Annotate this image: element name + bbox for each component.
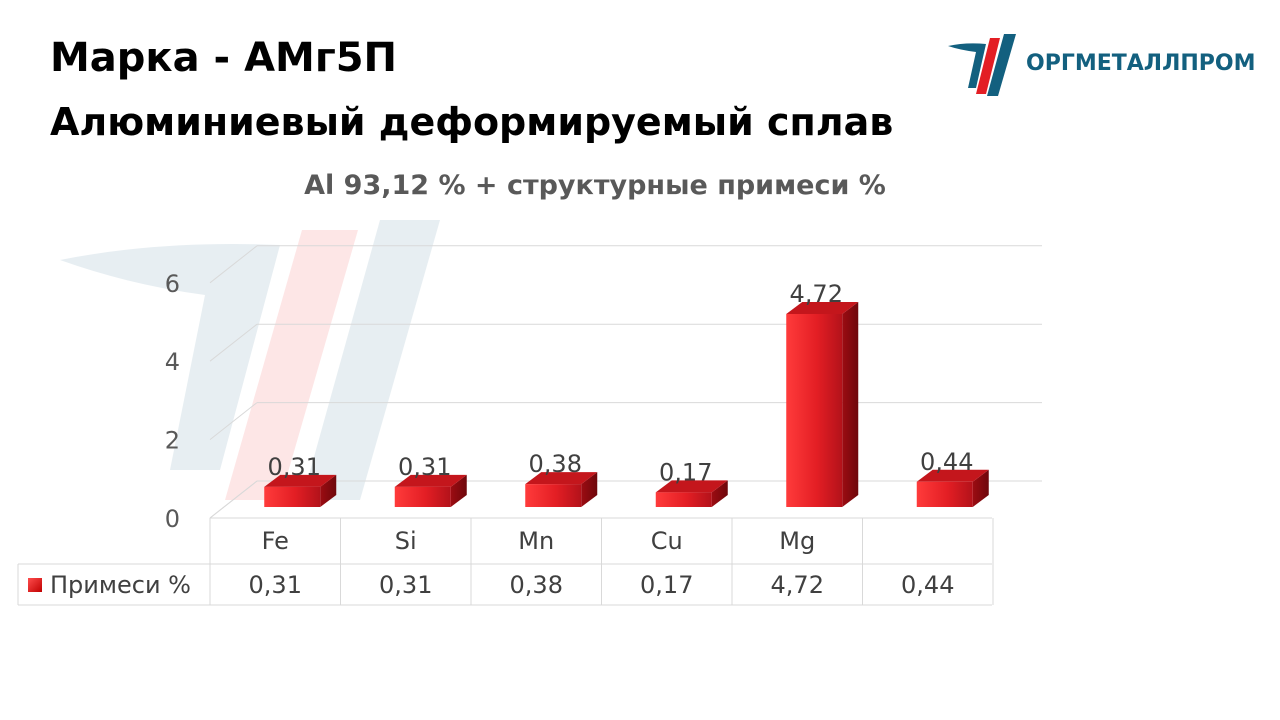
legend-entry: Примеси %	[18, 564, 210, 605]
data-label: 0,38	[529, 450, 582, 478]
y-tick-label: 0	[165, 505, 180, 533]
bar-front	[264, 486, 321, 507]
bar-unnamed	[916, 469, 989, 507]
bar-Cu	[655, 480, 728, 507]
x-tick-label	[863, 518, 994, 564]
table-cell: 0,31	[379, 570, 433, 599]
bar-Si	[394, 474, 467, 507]
bar-side	[842, 301, 859, 507]
table-cell: 0,44	[901, 570, 955, 599]
y-tick-label: 2	[165, 427, 180, 455]
y-tick-label: 4	[165, 348, 180, 376]
bar-front	[394, 486, 451, 507]
legend-label: Примеси %	[50, 570, 191, 599]
bar-top	[916, 469, 989, 482]
x-tick-label: Fe	[261, 527, 289, 555]
bar-front	[786, 313, 843, 507]
page-title: Марка - АМг5П	[50, 36, 397, 80]
data-label: 4,72	[790, 280, 843, 308]
bar-Mg	[786, 301, 859, 507]
legend-swatch	[28, 577, 42, 592]
x-tick-label: Si	[394, 527, 417, 555]
x-tick-label: Mg	[779, 527, 816, 555]
bar-top	[394, 474, 467, 487]
page-subtitle: Алюминиевый деформируемый сплав	[50, 100, 894, 144]
floor-edge	[209, 480, 258, 519]
bar-Mn	[525, 472, 598, 507]
company-logo: ОРГМЕТАЛЛПРОМ	[946, 32, 1266, 98]
table-cell: 0,31	[248, 570, 302, 599]
bar-top	[655, 480, 728, 493]
bar-side	[320, 474, 337, 507]
gridline-3-diag	[209, 245, 258, 284]
bar-side	[450, 474, 467, 507]
bar-side	[711, 480, 728, 507]
y-tick-label: 6	[165, 270, 180, 298]
bar-top	[525, 472, 598, 485]
logo-watermark	[60, 220, 440, 500]
x-tick-label: Cu	[650, 527, 683, 555]
data-label: 0,44	[920, 448, 973, 476]
bar-side	[972, 469, 989, 507]
title-grade: АМг5П	[244, 35, 398, 81]
logo-mark-icon	[948, 34, 1016, 96]
title-prefix: Марка	[50, 35, 200, 81]
logo-text: ОРГМЕТАЛЛПРОМ	[1026, 51, 1256, 76]
bar-side	[581, 472, 598, 507]
bar-Fe	[264, 474, 337, 507]
data-label: 0,31	[268, 453, 321, 481]
gridline-2-diag	[209, 323, 258, 362]
table-cell: 4,72	[770, 570, 824, 599]
x-tick-label: Mn	[518, 527, 555, 555]
table-cell: 0,17	[640, 570, 694, 599]
bar-front	[525, 484, 582, 507]
data-label: 0,17	[659, 458, 712, 486]
bar-top	[786, 301, 859, 314]
data-label: 0,31	[398, 453, 451, 481]
table-cell: 0,38	[509, 570, 563, 599]
chart-title: Al 93,12 % + структурные примеси %	[304, 170, 886, 201]
title-dash: -	[213, 35, 231, 81]
gridline-1-diag	[209, 402, 258, 440]
bar-top	[264, 474, 337, 487]
bar-front	[916, 481, 973, 507]
bar-front	[655, 492, 712, 507]
